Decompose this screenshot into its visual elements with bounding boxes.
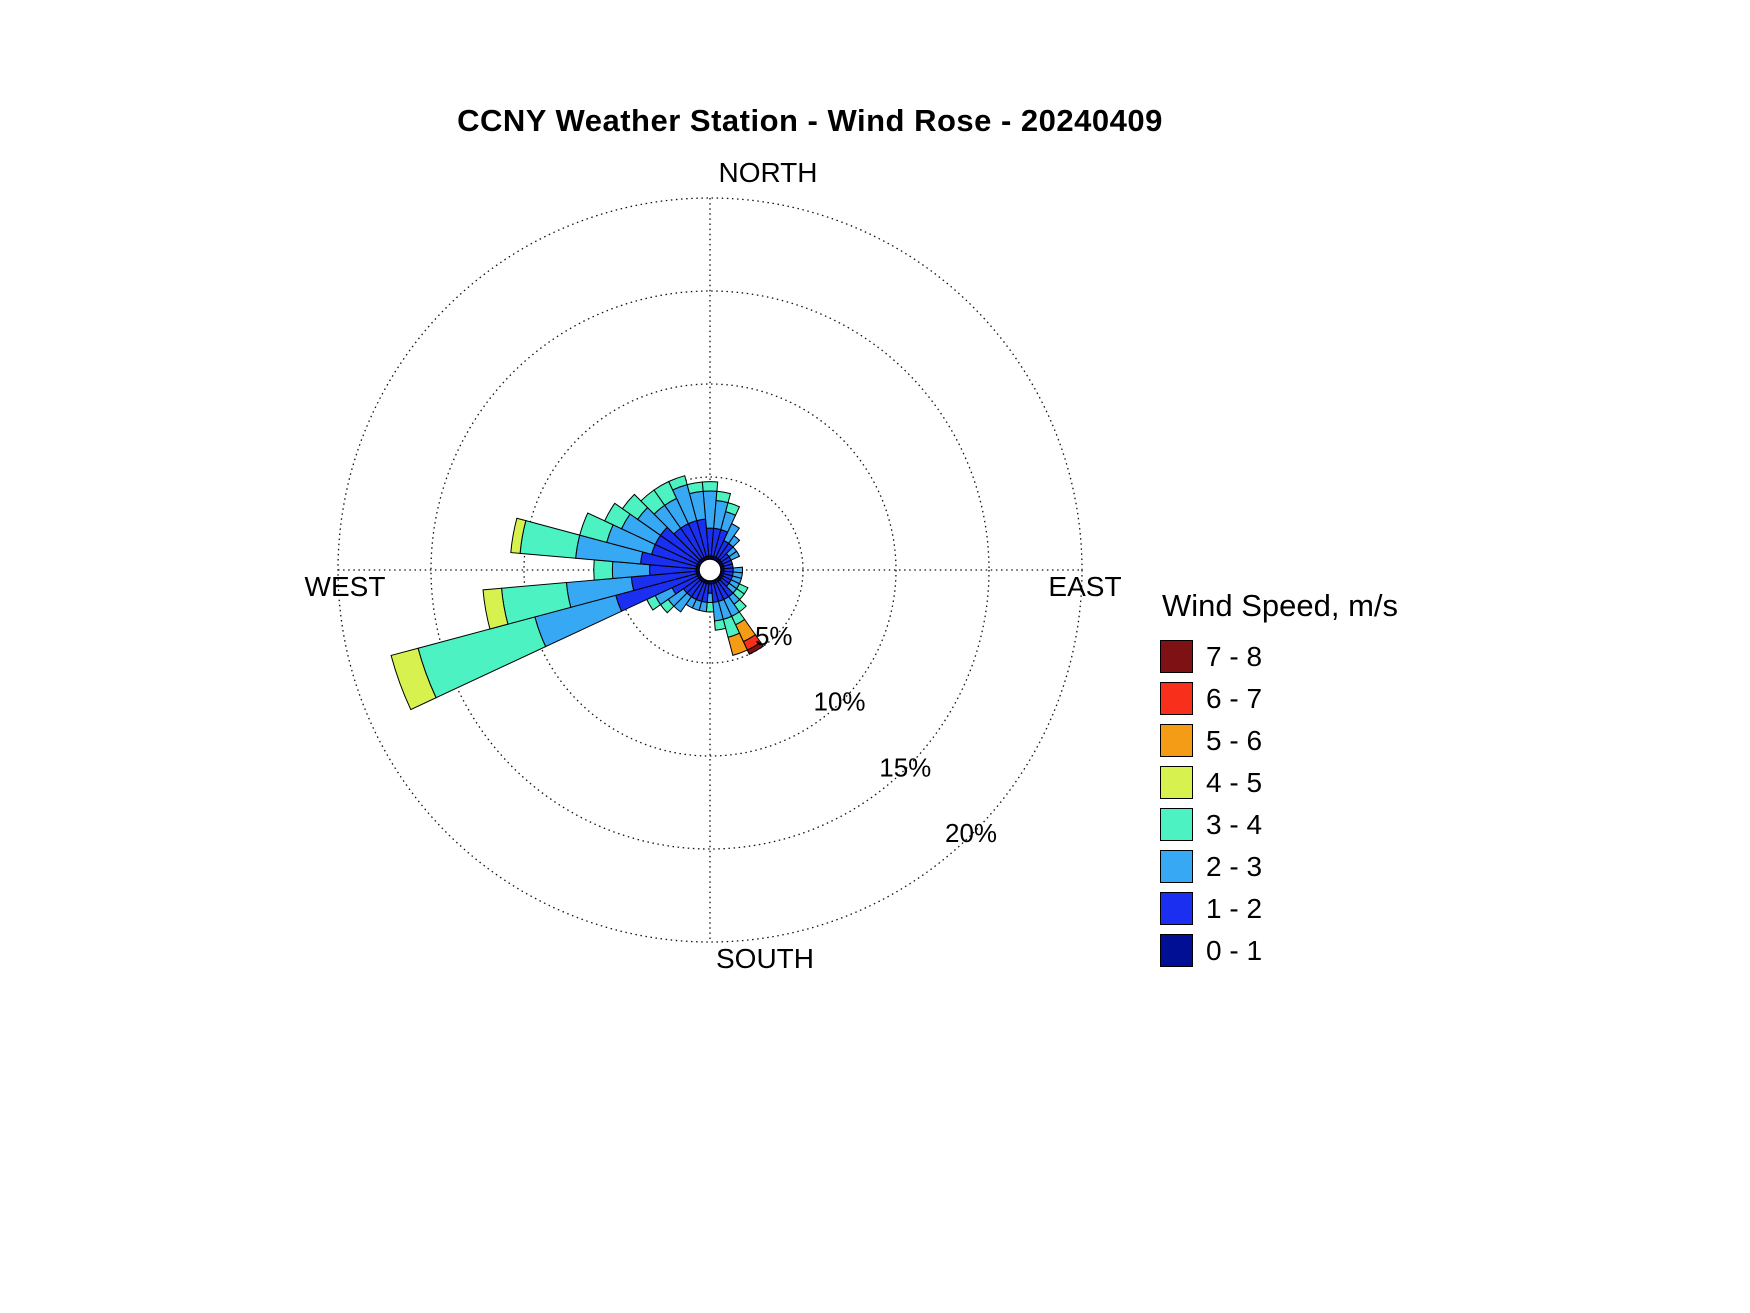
wind-rose-petal-270deg-3-4 [593, 559, 614, 581]
legend-label-1-2: 1 - 2 [1206, 892, 1263, 924]
direction-label-north: NORTH [718, 157, 817, 188]
legend-rows: 7 - 8 6 - 7 5 - 6 4 - 5 3 - 4 2 - 3 1 - 2 0 - 1 [1160, 640, 1398, 967]
wind-rose-petal-280deg-4-5 [510, 517, 527, 554]
legend-swatch-0-1 [1160, 934, 1193, 967]
ring-tick-label-20: 20% [945, 818, 997, 848]
legend-row-3-4: 3 - 4 [1160, 808, 1398, 841]
ring-tick-label-15: 15% [879, 752, 931, 782]
legend-label-7-8: 7 - 8 [1206, 640, 1263, 672]
center-hole [698, 558, 722, 582]
ring-tick-label-10: 10% [813, 687, 865, 717]
wind-rose-petal-10deg-3-4 [715, 490, 732, 504]
legend-label-2-3: 2 - 3 [1206, 850, 1263, 882]
legend-label-3-4: 3 - 4 [1206, 808, 1263, 840]
legend-swatch-1-2 [1160, 892, 1193, 925]
chart-title: CCNY Weather Station - Wind Rose - 20240… [457, 103, 1163, 138]
legend-label-5-6: 5 - 6 [1206, 724, 1263, 756]
direction-label-south: SOUTH [716, 943, 814, 974]
ring-tick-label-5: 5% [755, 621, 793, 651]
legend-row-5-6: 5 - 6 [1160, 724, 1398, 757]
legend-title: Wind Speed, m/s [1162, 588, 1399, 623]
legend-row-7-8: 7 - 8 [1160, 640, 1398, 673]
wind-rose-petal-260deg-4-5 [482, 587, 509, 630]
wind-rose-petal-160deg-5-6 [727, 632, 749, 656]
legend-label-4-5: 4 - 5 [1206, 766, 1263, 798]
legend-swatch-2-3 [1160, 850, 1193, 883]
legend-row-2-3: 2 - 3 [1160, 850, 1398, 883]
legend-row-1-2: 1 - 2 [1160, 892, 1398, 925]
legend-row-4-5: 4 - 5 [1160, 766, 1398, 799]
wind-rose-petal-20deg-3-4 [725, 502, 741, 516]
wind-rose-petal-350deg-3-4 [686, 481, 704, 495]
grid-ring-10 [523, 383, 897, 757]
legend-swatch-3-4 [1160, 808, 1193, 841]
legend-label-6-7: 6 - 7 [1206, 682, 1263, 714]
legend-swatch-4-5 [1160, 766, 1193, 799]
wind-rose-petal-250deg-4-5 [390, 647, 437, 711]
legend-label-0-1: 0 - 1 [1206, 934, 1263, 966]
grid-ring-15 [430, 290, 990, 850]
wind-rose-petal-170deg-3-4 [713, 618, 727, 631]
direction-label-east: EAST [1048, 571, 1121, 602]
wind-rose-petal-280deg-3-4 [519, 520, 581, 559]
legend-row-6-7: 6 - 7 [1160, 682, 1398, 715]
direction-label-west: WEST [305, 571, 386, 602]
legend-swatch-7-8 [1160, 640, 1193, 673]
legend-swatch-6-7 [1160, 682, 1193, 715]
legend-row-0-1: 0 - 1 [1160, 934, 1398, 967]
legend-swatch-5-6 [1160, 724, 1193, 757]
wind-rose-petal-0deg-3-4 [701, 481, 719, 492]
wind-speed-legend: Wind Speed, m/s 7 - 8 6 - 7 5 - 6 4 - 5 3 - … [1160, 588, 1398, 976]
